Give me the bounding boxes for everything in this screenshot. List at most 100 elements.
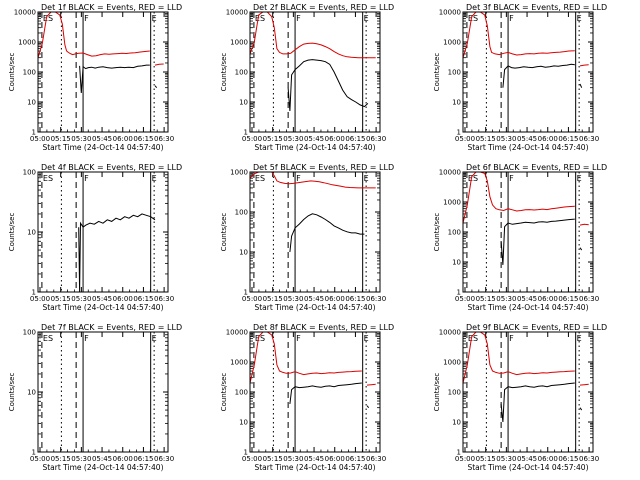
x-tick-label: 05:45 bbox=[92, 295, 112, 303]
event-marker-label: F bbox=[509, 174, 514, 183]
x-tick-label: 06:00 bbox=[113, 135, 133, 143]
x-tick-label: 06:00 bbox=[325, 135, 345, 143]
lld-series-line bbox=[463, 172, 575, 224]
lld-series-line bbox=[38, 12, 150, 58]
event-marker-label: ES bbox=[255, 14, 265, 23]
x-tick-label: 05:15 bbox=[51, 455, 71, 463]
x-tick-label: 06:30 bbox=[366, 455, 386, 463]
lld-series-line bbox=[579, 383, 589, 386]
events-series-line bbox=[287, 59, 369, 112]
x-tick-label: 06:30 bbox=[366, 295, 386, 303]
x-tick-label: 06:30 bbox=[154, 295, 174, 303]
chart-title: Det 6f BLACK = Events, RED = LLD bbox=[466, 163, 607, 172]
y-tick-label: 1000 bbox=[230, 39, 248, 47]
x-tick-label: 06:15 bbox=[345, 135, 365, 143]
y-tick-label: 1000 bbox=[443, 359, 461, 367]
x-tick-label: 06:00 bbox=[113, 295, 133, 303]
x-axis-label: Start Time (24-Oct-14 04:57:40) bbox=[254, 303, 375, 312]
y-axis-label: Counts/sec bbox=[8, 373, 16, 412]
y-tick-label: 1 bbox=[457, 449, 461, 457]
x-tick-label: 06:30 bbox=[154, 455, 174, 463]
event-marker-label: E bbox=[577, 334, 582, 343]
events-series-line bbox=[579, 83, 583, 88]
event-marker-label: F bbox=[296, 14, 301, 23]
x-tick-label: 05:15 bbox=[476, 295, 496, 303]
lld-series-line bbox=[250, 332, 362, 384]
y-tick-label: 10 bbox=[452, 259, 461, 267]
x-tick-label: 06:15 bbox=[345, 295, 365, 303]
event-marker-label: E bbox=[364, 14, 369, 23]
x-tick-label: 06:15 bbox=[133, 135, 153, 143]
x-tick-label: 06:30 bbox=[579, 135, 599, 143]
x-tick-label: 06:30 bbox=[154, 135, 174, 143]
events-series-line bbox=[500, 218, 575, 265]
chart-panel-5: Det 5f BLACK = Events, RED = LLD 1 10 100 10… bbox=[220, 163, 394, 312]
chart-panel-6: Det 6f BLACK = Events, RED = LLD 1 10 100 10… bbox=[433, 163, 607, 312]
y-tick-label: 100 bbox=[235, 69, 248, 77]
y-axis-label: Counts/sec bbox=[8, 213, 16, 252]
x-tick-label: 05:45 bbox=[92, 135, 112, 143]
y-tick-label: 100 bbox=[448, 389, 461, 397]
event-marker-label: ES bbox=[468, 14, 478, 23]
y-tick-label: 1000 bbox=[18, 39, 36, 47]
y-tick-label: 10 bbox=[452, 419, 461, 427]
events-series-line bbox=[579, 407, 583, 411]
y-tick-label: 1 bbox=[32, 449, 36, 457]
x-tick-label: 06:00 bbox=[538, 135, 558, 143]
events-series-line bbox=[500, 382, 575, 423]
y-tick-label: 10000 bbox=[226, 9, 248, 17]
lld-series-line bbox=[250, 172, 376, 189]
plot-frame bbox=[249, 171, 381, 293]
y-tick-label: 1000 bbox=[443, 39, 461, 47]
x-axis-label: Start Time (24-Oct-14 04:57:40) bbox=[42, 303, 163, 312]
y-tick-label: 10 bbox=[452, 99, 461, 107]
y-tick-label: 1 bbox=[32, 129, 36, 137]
x-tick-label: 06:30 bbox=[366, 135, 386, 143]
y-tick-label: 100 bbox=[23, 329, 36, 337]
lld-series-line bbox=[463, 332, 575, 384]
plot-frame bbox=[249, 11, 381, 133]
x-tick-label: 05:15 bbox=[476, 135, 496, 143]
x-tick-label: 06:00 bbox=[325, 295, 345, 303]
y-tick-label: 100 bbox=[23, 69, 36, 77]
x-tick-label: 05:00 bbox=[242, 455, 262, 463]
x-tick-label: 05:00 bbox=[30, 455, 50, 463]
event-marker-label: E bbox=[152, 334, 157, 343]
chart-title: Det 7f BLACK = Events, RED = LLD bbox=[41, 323, 182, 332]
x-tick-label: 05:15 bbox=[263, 135, 283, 143]
y-tick-label: 10 bbox=[27, 229, 36, 237]
event-marker-label: ES bbox=[468, 334, 478, 343]
y-tick-label: 1 bbox=[457, 129, 461, 137]
chart-panel-3: Det 3f BLACK = Events, RED = LLD 1 10 100 10… bbox=[433, 3, 607, 152]
y-tick-label: 10 bbox=[239, 249, 248, 257]
y-tick-label: 10000 bbox=[226, 329, 248, 337]
x-tick-label: 05:15 bbox=[476, 455, 496, 463]
y-axis-label: Counts/sec bbox=[220, 213, 228, 252]
x-tick-label: 06:15 bbox=[345, 455, 365, 463]
x-tick-label: 05:45 bbox=[517, 455, 537, 463]
y-tick-label: 1 bbox=[244, 449, 248, 457]
x-axis-label: Start Time (24-Oct-14 04:57:40) bbox=[254, 463, 375, 472]
chart-title: Det 5f BLACK = Events, RED = LLD bbox=[253, 163, 394, 172]
event-marker-label: F bbox=[509, 334, 514, 343]
x-tick-label: 05:00 bbox=[242, 135, 262, 143]
y-tick-label: 1 bbox=[32, 289, 36, 297]
chart-title: Det 1f BLACK = Events, RED = LLD bbox=[41, 3, 182, 12]
event-marker-label: E bbox=[152, 174, 157, 183]
events-series-line bbox=[502, 63, 575, 88]
x-tick-label: 05:30 bbox=[71, 455, 91, 463]
x-axis-label: Start Time (24-Oct-14 04:57:40) bbox=[42, 143, 163, 152]
x-tick-label: 05:15 bbox=[51, 135, 71, 143]
x-axis-label: Start Time (24-Oct-14 04:57:40) bbox=[467, 303, 588, 312]
y-tick-label: 10000 bbox=[439, 9, 461, 17]
x-tick-label: 05:45 bbox=[517, 135, 537, 143]
event-marker-label: E bbox=[152, 14, 157, 23]
y-tick-label: 1000 bbox=[230, 169, 248, 177]
x-tick-label: 05:00 bbox=[242, 295, 262, 303]
y-tick-label: 10000 bbox=[439, 329, 461, 337]
y-tick-label: 100 bbox=[235, 389, 248, 397]
event-marker-label: ES bbox=[43, 334, 53, 343]
x-tick-label: 06:00 bbox=[325, 455, 345, 463]
chart-title: Det 9f BLACK = Events, RED = LLD bbox=[466, 323, 607, 332]
event-marker-label: F bbox=[84, 334, 89, 343]
